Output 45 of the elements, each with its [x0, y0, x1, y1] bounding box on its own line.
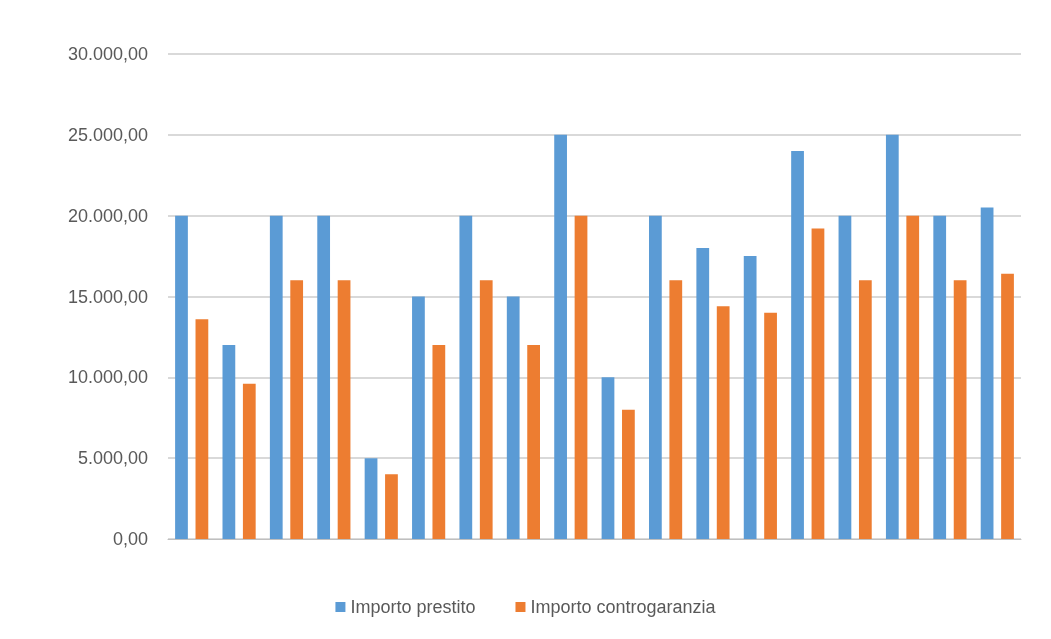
bar — [317, 215, 331, 539]
bar — [222, 345, 236, 539]
bar — [527, 345, 540, 539]
bar — [364, 458, 378, 539]
bar — [290, 280, 304, 539]
bar — [885, 134, 899, 539]
bar — [743, 256, 757, 539]
legend-label: Importo prestito — [350, 597, 476, 617]
bar — [601, 377, 615, 539]
bar — [574, 215, 588, 539]
y-tick-label: 30.000,00 — [67, 44, 148, 64]
bar — [933, 215, 947, 539]
bar — [432, 345, 446, 539]
bar — [195, 319, 209, 539]
bar — [269, 215, 283, 539]
bar — [858, 280, 872, 539]
y-tick-label: 0,00 — [112, 529, 148, 549]
bar — [479, 280, 493, 539]
bar — [716, 306, 730, 539]
bar — [764, 312, 777, 539]
bar — [385, 474, 398, 539]
bar — [242, 383, 256, 539]
bar — [838, 215, 852, 539]
bar — [811, 228, 825, 539]
bar — [175, 215, 188, 539]
bar — [1001, 273, 1014, 539]
bar — [669, 280, 683, 539]
y-tick-label: 15.000,00 — [67, 286, 148, 307]
legend-label: Importo controgaranzia — [530, 597, 717, 617]
y-tick-label: 25.000,00 — [67, 124, 148, 145]
bar — [696, 248, 710, 539]
y-tick-label: 20.000,00 — [67, 205, 148, 226]
bar — [980, 207, 994, 539]
bar — [953, 280, 967, 539]
y-tick-label: 10.000,00 — [67, 367, 148, 388]
bar — [337, 280, 351, 539]
bar — [906, 215, 920, 539]
bar — [649, 215, 662, 539]
bar — [459, 215, 473, 539]
bar — [622, 409, 635, 539]
y-tick-label: 5.000,00 — [77, 448, 148, 469]
bar — [506, 296, 520, 539]
bar — [412, 296, 425, 539]
bar — [791, 151, 804, 539]
bar — [554, 134, 567, 539]
